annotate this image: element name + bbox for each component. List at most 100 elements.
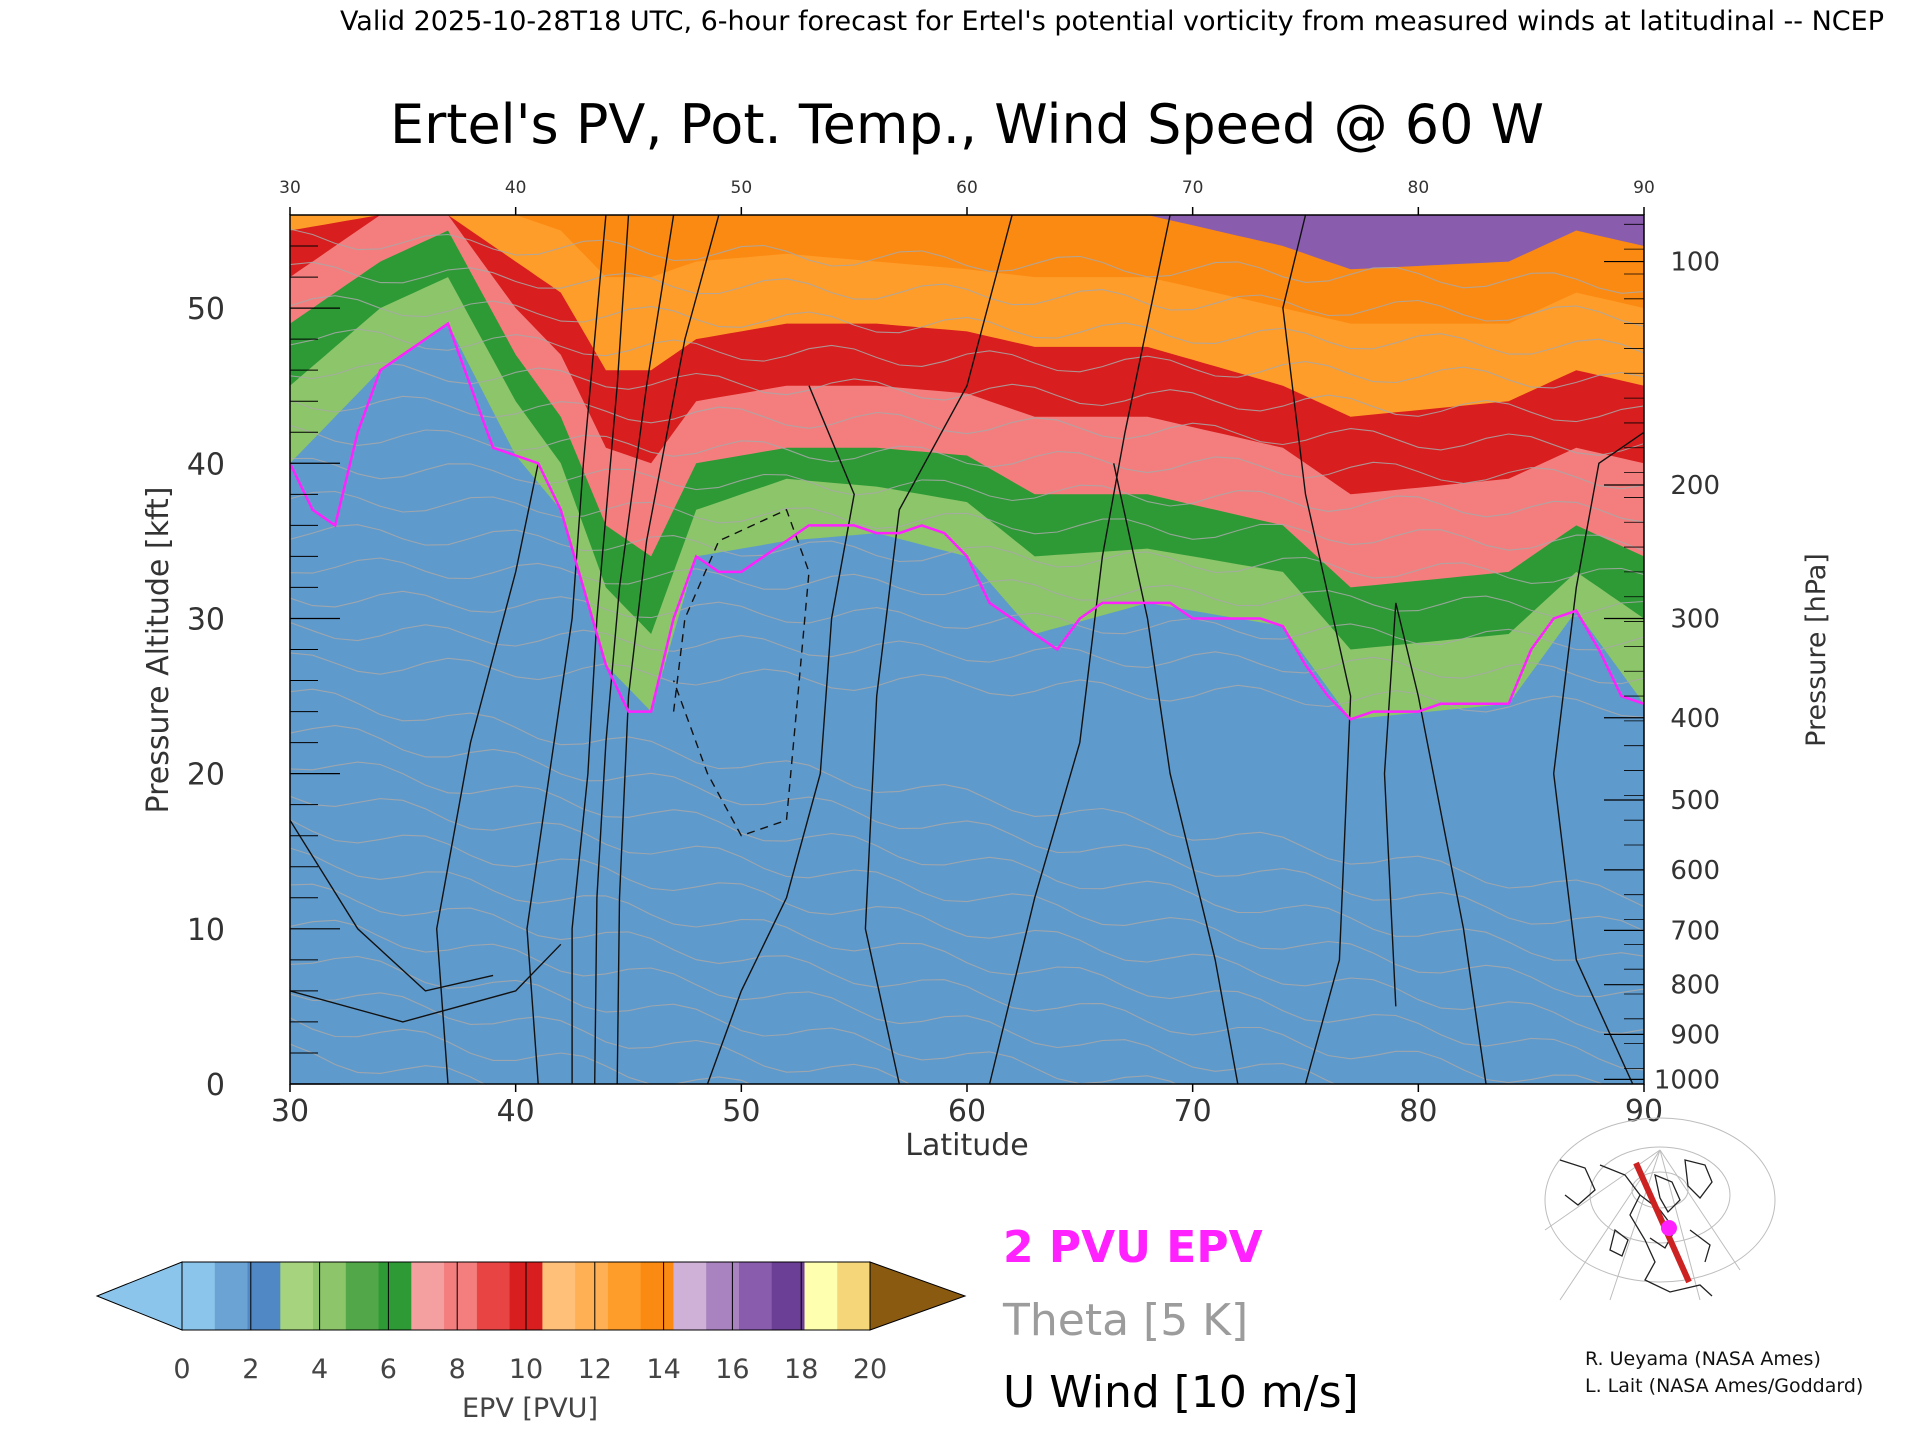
y-tick-label: 30 — [187, 602, 225, 637]
colorbar-tick-label: 14 — [646, 1354, 680, 1385]
theta-line — [290, 395, 1644, 456]
colorbar: 0 2 4 6 8 10 12 14 16 18 20 — [95, 1261, 967, 1385]
x-tick-label: 80 — [1399, 1094, 1437, 1129]
colorbar-tick-label: 4 — [311, 1354, 328, 1385]
x-top-tick-label: 40 — [505, 178, 527, 198]
theta-line — [290, 328, 1644, 389]
theta-line — [290, 819, 1644, 1034]
theta-line — [290, 883, 1603, 1084]
x-top-tick-label: 80 — [1408, 178, 1430, 198]
pressure-tick-label: 600 — [1670, 856, 1720, 886]
theta-line — [290, 590, 1644, 651]
pressure-tick-label: 900 — [1670, 1020, 1720, 1050]
y-axis-right: 100 200 300 400 500 600 700 800 900 1000 — [1604, 223, 1720, 1095]
u-wind-line — [706, 385, 855, 1084]
colorbar-swatch — [345, 1262, 380, 1330]
pvu-2-contour — [290, 321, 1644, 721]
colorbar-tick-label: 16 — [715, 1354, 749, 1385]
pressure-tick-label: 1000 — [1654, 1065, 1720, 1095]
colorbar-label: EPV [PVU] — [462, 1393, 598, 1424]
colorbar-swatch — [182, 1262, 216, 1330]
theta-line — [290, 228, 1644, 294]
y-tick-label: 10 — [187, 913, 225, 948]
legend-theta: Theta [5 K] — [1002, 1295, 1248, 1346]
u-wind-line — [1113, 463, 1239, 1084]
colorbar-under-arrow — [95, 1261, 183, 1331]
credit-line-2: L. Lait (NASA Ames/Goddard) — [1585, 1375, 1863, 1397]
credit-line-1: R. Ueyama (NASA Ames) — [1585, 1348, 1821, 1370]
colorbar-swatch — [476, 1262, 511, 1330]
colorbar-tick-label: 10 — [509, 1354, 543, 1385]
theta-line — [290, 919, 1337, 1084]
theta-line — [290, 621, 1644, 685]
theta-line — [290, 524, 1644, 584]
pressure-tick-label: 400 — [1670, 704, 1720, 734]
valid-time-line: Valid 2025-10-28T18 UTC, 6-hour forecast… — [340, 6, 1884, 37]
colorbar-swatch — [444, 1262, 478, 1330]
theta-line — [290, 457, 1644, 523]
theta-line — [290, 362, 1644, 423]
colorbar-swatch — [607, 1262, 642, 1330]
colorbar-swatch — [247, 1262, 281, 1330]
u-wind-line — [1282, 215, 1352, 1084]
map-coastlines — [1559, 1159, 1713, 1297]
x-tick-label: 90 — [1625, 1094, 1663, 1129]
u-wind-line — [1552, 431, 1644, 1084]
colorbar-swatch — [804, 1262, 838, 1330]
x-top-tick-label: 30 — [279, 178, 301, 198]
pressure-tick-label: 300 — [1670, 604, 1720, 634]
colorbar-swatch — [411, 1262, 445, 1330]
u-wind-line — [988, 215, 1171, 1084]
colorbar-tick-label: 8 — [449, 1354, 466, 1385]
colorbar-swatch — [837, 1262, 871, 1330]
theta-line — [290, 688, 1644, 908]
locator-map — [1544, 1117, 1776, 1301]
pressure-tick-label: 700 — [1670, 916, 1720, 946]
theta-line — [290, 847, 1644, 1071]
y-tick-label: 40 — [187, 447, 225, 482]
pressure-tick-label: 100 — [1670, 248, 1720, 278]
theta-line — [290, 992, 911, 1084]
colorbar-tick-label: 12 — [578, 1354, 612, 1385]
colorbar-tick-label: 20 — [853, 1354, 887, 1385]
colorbar-swatch — [214, 1262, 249, 1330]
u-wind-line — [571, 215, 630, 1084]
location-dot — [1661, 1220, 1677, 1236]
legend-uwind: U Wind [10 m/s] — [1003, 1367, 1359, 1418]
colorbar-swatch — [313, 1262, 347, 1330]
colorbar-over-arrow — [869, 1261, 967, 1331]
x-top-tick-label: 60 — [956, 178, 978, 198]
y-axis-right-label: Pressure [hPa] — [1801, 553, 1832, 747]
pressure-tick-label: 200 — [1670, 471, 1720, 501]
pressure-tick-label: 500 — [1670, 786, 1720, 816]
x-axis-top: 30 40 50 60 70 80 90 — [279, 178, 1655, 215]
colorbar-tick-label: 2 — [242, 1354, 259, 1385]
u-wind-line — [435, 463, 539, 1084]
theta-line — [290, 557, 1644, 618]
plot-area — [289, 214, 1645, 1085]
x-top-tick-label: 90 — [1633, 178, 1655, 198]
x-tick-label: 50 — [722, 1094, 760, 1129]
u-wind-line — [290, 943, 562, 1023]
u-wind-contours — [290, 215, 1644, 1084]
theta-line — [290, 261, 1644, 328]
epv-fill-layers — [290, 215, 1644, 720]
x-tick-label: 60 — [948, 1094, 986, 1129]
x-top-tick-label: 70 — [1182, 178, 1204, 198]
theta-line — [290, 955, 1178, 1084]
y-axis-left-label: Pressure Altitude [kft] — [141, 487, 176, 814]
colorbar-swatch — [640, 1262, 675, 1330]
colorbar-swatch — [739, 1262, 773, 1330]
x-axis-label: Latitude — [905, 1128, 1028, 1163]
y-tick-label: 0 — [206, 1068, 225, 1103]
x-top-tick-label: 50 — [731, 178, 753, 198]
theta-line — [290, 725, 1644, 932]
pressure-tick-label: 800 — [1670, 971, 1720, 1001]
legend-pvu: 2 PVU EPV — [1003, 1222, 1263, 1273]
colorbar-swatch — [706, 1262, 740, 1330]
colorbar-swatch — [673, 1262, 707, 1330]
colorbar-tick-label: 18 — [784, 1354, 818, 1385]
x-tick-label: 30 — [271, 1094, 309, 1129]
